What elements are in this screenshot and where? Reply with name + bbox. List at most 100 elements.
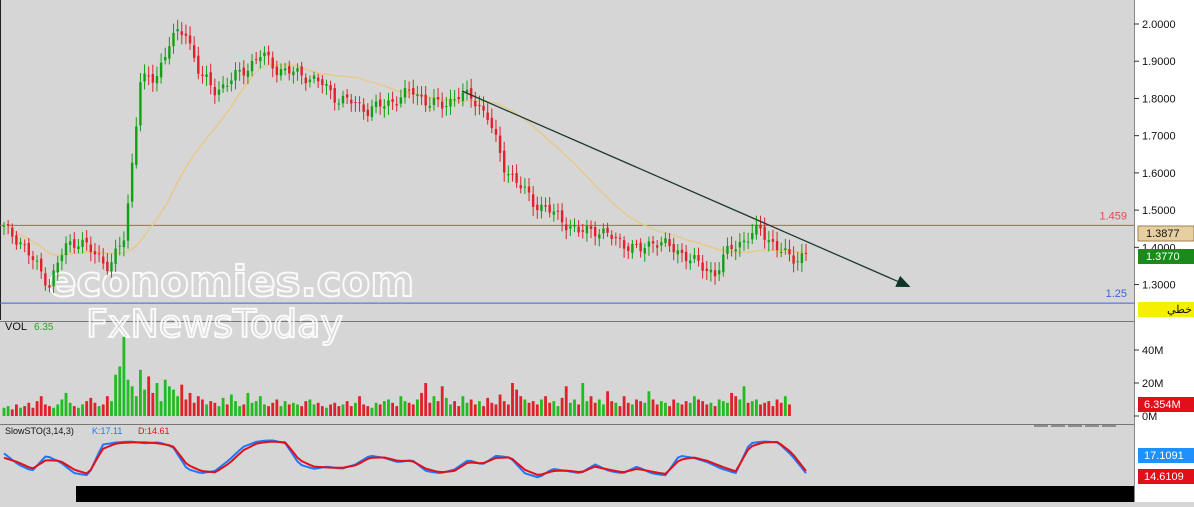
volume-bar: [730, 392, 733, 416]
volume-bar: [482, 406, 485, 416]
volume-bar: [726, 402, 729, 416]
candle-body: [738, 241, 742, 248]
candle-body: [159, 62, 163, 78]
volume-bar: [316, 402, 320, 416]
trendline: [461, 90, 906, 286]
left-border: [0, 0, 1, 320]
price-pane: 1.459 1.25: [0, 19, 1134, 304]
candle-body: [569, 226, 572, 229]
candle-body: [664, 238, 667, 244]
volume-bar: [548, 402, 552, 416]
volume-bar: [515, 389, 519, 416]
candle-body: [11, 227, 14, 237]
candle-body: [490, 117, 494, 129]
candle-body: [279, 69, 283, 76]
volume-bar: [312, 404, 316, 416]
stochastic-d-badge: [1138, 469, 1194, 484]
candle-body: [482, 105, 485, 111]
volume-bar: [606, 391, 609, 416]
candle-body: [548, 204, 551, 213]
candle-body: [420, 94, 423, 97]
candle-body: [81, 239, 84, 247]
volume-bar: [585, 401, 589, 416]
candle-body: [676, 250, 680, 255]
candle-body: [304, 77, 307, 84]
candle-body: [234, 69, 237, 81]
candle-body: [374, 101, 378, 108]
candle-body: [689, 260, 692, 264]
volume-bar: [27, 402, 31, 416]
volume-bar: [440, 386, 444, 416]
volume-bar: [15, 404, 18, 416]
volume-bar: [478, 401, 481, 416]
price-tick-label: 2.0000: [1142, 19, 1176, 31]
volume-bar: [610, 401, 614, 416]
candle-body: [395, 104, 398, 106]
volume-bar: [267, 406, 270, 416]
candle-body: [759, 224, 762, 229]
volume-bar: [668, 406, 671, 416]
candle-body: [717, 270, 721, 275]
volume-label: VOL: [5, 321, 27, 333]
volume-bar: [238, 406, 242, 416]
volume-bar: [651, 399, 655, 416]
volume-bar: [320, 406, 324, 416]
candle-body: [751, 232, 754, 240]
volume-bar: [626, 402, 630, 416]
candle-body: [378, 99, 382, 107]
candle-body: [635, 243, 638, 245]
volume-bar: [341, 404, 345, 416]
candle-body: [35, 260, 39, 262]
volume-value-label: 6.35: [34, 322, 54, 333]
volume-bar: [416, 399, 419, 416]
candle-body: [106, 261, 109, 272]
volume-bar: [134, 396, 138, 416]
volume-bar: [382, 401, 386, 416]
candle-body: [643, 248, 646, 254]
price-tick-label: 1.6000: [1142, 168, 1176, 180]
volume-bar: [77, 407, 80, 416]
candle-body: [552, 211, 556, 215]
volume-bar: [304, 401, 308, 416]
volume-bar: [746, 402, 750, 416]
volume-bar: [540, 399, 543, 416]
candle-body: [312, 75, 316, 79]
volume-bar: [754, 399, 758, 416]
volume-bar: [519, 396, 523, 416]
volume-current-badge: [1138, 397, 1194, 412]
volume-bar: [122, 336, 126, 416]
volume-bar: [391, 402, 394, 416]
volume-bar: [428, 402, 432, 416]
candle-body: [102, 256, 105, 264]
volume-bar: [647, 391, 651, 416]
candle-body: [246, 70, 250, 77]
candle-body: [726, 245, 729, 254]
volume-bar: [449, 404, 452, 416]
volume-bar: [788, 404, 791, 416]
candle-body: [474, 101, 477, 107]
candle-body: [449, 98, 452, 107]
candle-body: [151, 74, 155, 83]
candle-body: [730, 244, 733, 250]
candle-body: [40, 258, 43, 272]
volume-bar: [581, 383, 585, 416]
volume-bar: [139, 369, 142, 416]
volume-bar: [630, 404, 634, 416]
volume-bar: [593, 402, 597, 416]
volume-bar: [721, 401, 725, 416]
volume-tick-label: 20M: [1142, 378, 1163, 390]
candle-body: [445, 106, 448, 108]
volume-bar: [81, 404, 84, 416]
candle-body: [329, 85, 332, 91]
candle-body: [631, 243, 634, 253]
volume-bar: [242, 404, 246, 416]
volume-bar: [19, 407, 22, 416]
volume-bar: [155, 383, 159, 416]
volume-bar: [403, 401, 407, 416]
candle-body: [362, 104, 365, 112]
volume-bar: [64, 392, 68, 416]
volume-bar: [759, 404, 762, 416]
candle-body: [771, 239, 775, 242]
candle-body: [114, 248, 117, 264]
